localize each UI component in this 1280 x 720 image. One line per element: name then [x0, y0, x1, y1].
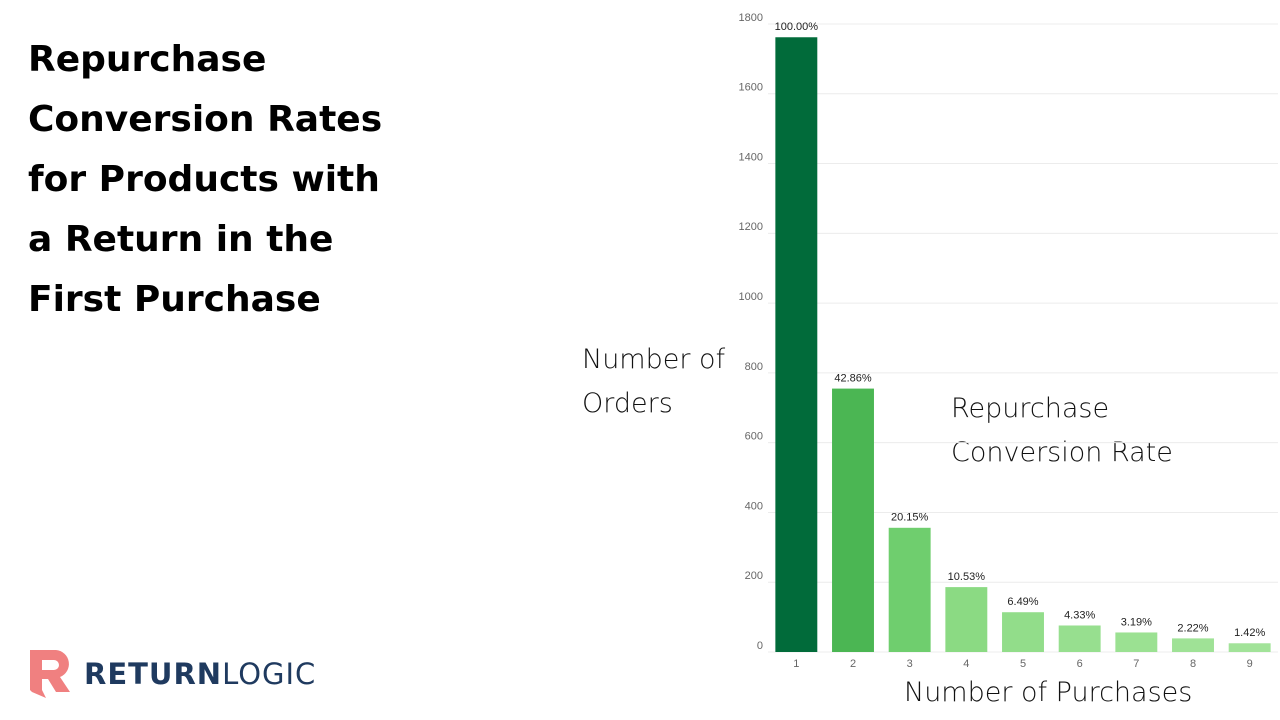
rate-label: 1.42%	[1234, 627, 1265, 639]
y-tick-label: 1000	[739, 291, 763, 303]
logo-text: LOGIC	[222, 657, 317, 691]
x-tick-label: 8	[1190, 658, 1196, 670]
rate-label: 4.33%	[1064, 609, 1095, 621]
rate-label: 3.19%	[1121, 616, 1152, 628]
x-tick-label: 6	[1077, 658, 1083, 670]
y-tick-label: 1400	[739, 151, 763, 163]
title-line: for Products with	[28, 159, 380, 200]
bar	[832, 388, 874, 652]
bar	[1058, 625, 1101, 652]
bar	[1002, 612, 1044, 652]
y-tick-label: 1800	[739, 12, 763, 24]
y-tick-label: 0	[757, 640, 763, 652]
x-tick-label: 7	[1133, 658, 1139, 670]
y-tick-label: 1200	[739, 221, 763, 233]
x-tick-label: 4	[963, 658, 969, 670]
x-tick-label: 3	[907, 658, 913, 670]
y-tick-label: 600	[745, 431, 763, 443]
title-line: First Purchase	[28, 279, 321, 320]
rate-label: 20.15%	[891, 512, 929, 524]
x-tick-label: 2	[850, 658, 856, 670]
bar	[945, 587, 988, 652]
logo: RETURN LOGIC	[26, 646, 316, 702]
x-tick-label: 5	[1020, 658, 1026, 670]
y-tick-label: 400	[745, 500, 763, 512]
logo-text: RETURN	[84, 657, 223, 691]
slide-title: Repurchase Conversion Rates for Products w…	[28, 30, 382, 330]
rate-label: 2.22%	[1177, 622, 1208, 634]
rate-label: 6.49%	[1007, 596, 1038, 608]
y-tick-label: 1600	[739, 82, 763, 94]
y-tick-label: 800	[745, 361, 763, 373]
bar	[1115, 632, 1158, 652]
title-line: a Return in the	[28, 219, 334, 260]
bar	[888, 527, 931, 652]
x-axis-label: Number of Purchases	[904, 677, 1193, 708]
logo-icon	[30, 650, 70, 698]
x-tick-label: 1	[793, 658, 799, 670]
rate-label: 100.00%	[775, 21, 819, 33]
bar	[775, 37, 818, 653]
title-line: Conversion Rates	[28, 99, 383, 140]
bar	[1172, 638, 1214, 652]
bar	[1228, 643, 1271, 652]
rate-label: 42.86%	[834, 372, 872, 384]
rate-label: 10.53%	[948, 571, 986, 583]
y-axis-label: Number of Orders	[582, 344, 726, 419]
x-tick-label: 9	[1247, 658, 1253, 670]
title-line: Repurchase	[28, 39, 267, 80]
y-tick-label: 200	[745, 570, 763, 582]
